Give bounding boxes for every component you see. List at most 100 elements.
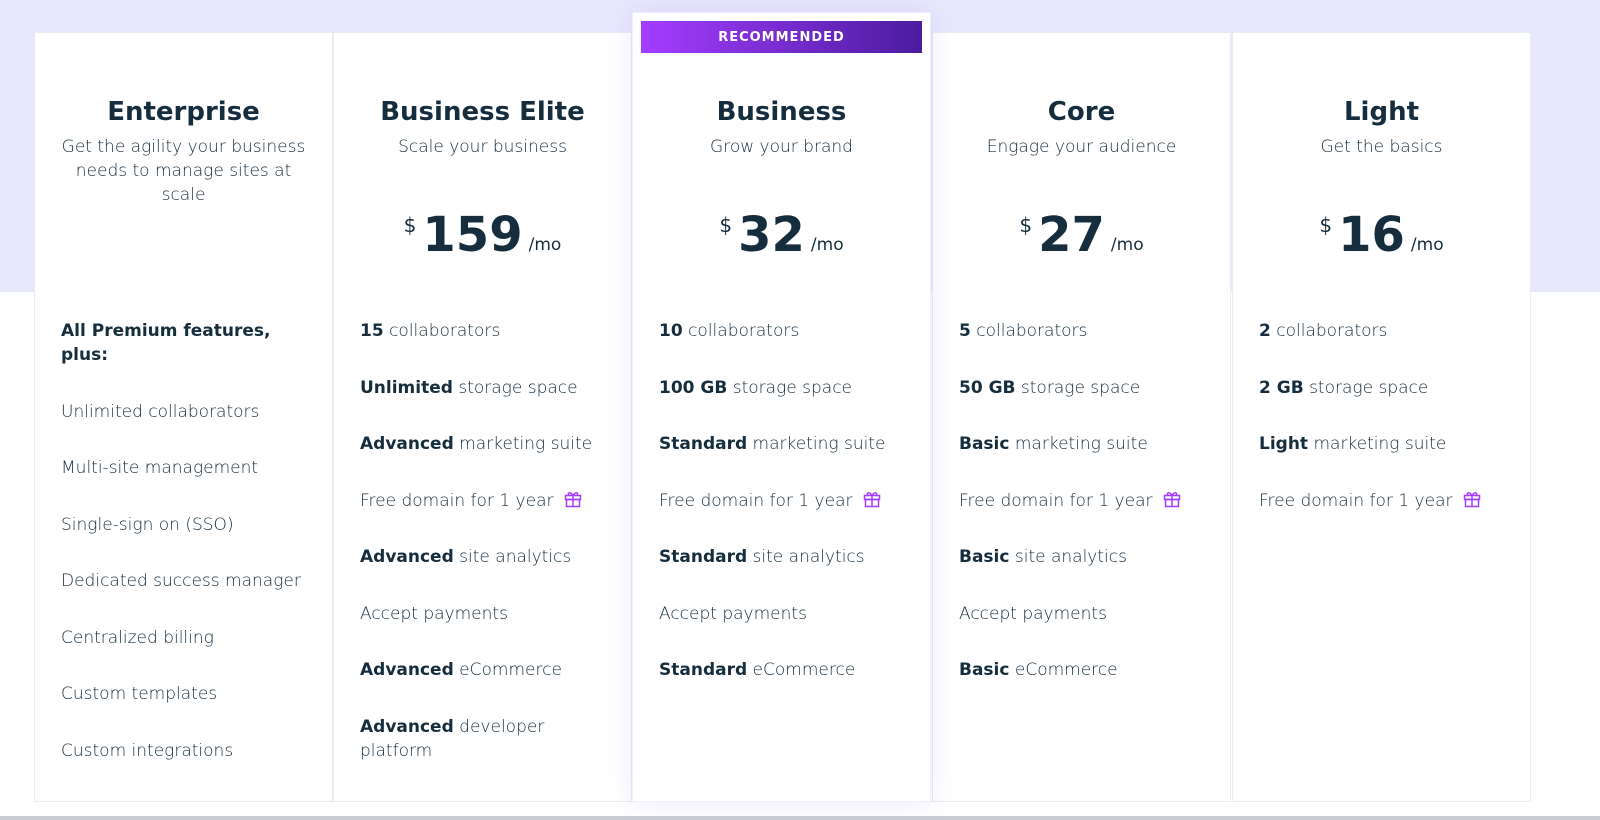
feature-list: 5 collaborators 50 GB storage space Basic … — [959, 319, 1208, 715]
feature-highlight: 15 — [360, 321, 384, 341]
feature-text: site analytics — [752, 547, 865, 567]
plan-header: Enterprise Get the agility your business … — [35, 95, 332, 207]
plan-name: Core — [1047, 97, 1116, 127]
feature-text: marketing suite — [1313, 434, 1447, 454]
feature-text: collaborators — [1276, 321, 1388, 341]
feature-list: 10 collaborators 100 GB storage space Stan… — [659, 319, 908, 715]
feature-text: collaborators — [389, 321, 501, 341]
feature-text: Accept payments — [659, 603, 807, 624]
feature-text: Single-sign on (SSO) — [61, 514, 234, 535]
feature-text: marketing suite — [752, 434, 886, 454]
feature: Advanced site analytics — [360, 545, 609, 569]
feature: Advanced eCommerce — [360, 658, 609, 682]
feature-highlight: All Premium features, plus: — [61, 321, 271, 365]
plan-tagline: Scale your business — [398, 137, 567, 157]
feature-list: All Premium features, plus: Unlimited col… — [61, 319, 310, 795]
feature: Advanced developer platform — [360, 715, 609, 763]
feature-text: eCommerce — [1014, 660, 1118, 680]
feature: 100 GB storage space — [659, 376, 908, 400]
badge: RECOMMENDED — [641, 21, 922, 53]
amount: 159 — [422, 207, 523, 263]
feature: 10 collaborators — [659, 319, 908, 343]
feature-text: Dedicated success manager — [61, 571, 301, 591]
feature-text: eCommerce — [459, 660, 562, 680]
feature-text: storage space — [732, 377, 852, 398]
feature: Basic eCommerce — [959, 658, 1208, 682]
feature-highlight: 100 GB — [659, 377, 728, 398]
feature-text: eCommerce — [752, 660, 856, 680]
feature-highlight: Standard — [659, 547, 748, 567]
feature: Standard site analytics — [659, 545, 908, 569]
feature-highlight: Advanced — [360, 547, 454, 567]
gift-icon — [1164, 491, 1181, 507]
feature: Standard marketing suite — [659, 432, 908, 456]
feature: Standard eCommerce — [659, 658, 908, 682]
feature: 2 GB storage space — [1259, 376, 1508, 400]
feature-text: developer platform — [360, 716, 545, 761]
feature-text: site analytics — [1014, 547, 1127, 567]
feature-highlight: Advanced — [360, 660, 454, 680]
feature: Basic marketing suite — [959, 432, 1208, 456]
feature: 2 collaborators — [1259, 319, 1508, 343]
feature: 15 collaborators — [360, 319, 609, 343]
feature-highlight: Basic — [959, 660, 1010, 680]
price: $27/mo — [933, 203, 1230, 267]
feature-list: 15 collaborators Unlimited storage space A… — [360, 319, 609, 795]
plan-card[interactable]: Enterprise Get the agility your business … — [34, 32, 333, 802]
plan-card[interactable]: Light Get the basics $16/mo 2 collaborators… — [1232, 32, 1531, 802]
feature: All Premium features, plus: — [61, 319, 310, 367]
feature: Free domain for 1 year — [959, 489, 1208, 513]
price: $16/mo — [1233, 203, 1530, 267]
feature: Basic site analytics — [959, 545, 1208, 569]
gift-icon — [864, 491, 881, 507]
gift-icon — [565, 491, 582, 507]
currency: $ — [719, 213, 733, 237]
feature-text: storage space — [458, 377, 578, 398]
plan-header: Business Grow your brand — [633, 95, 930, 159]
plan-name: Light — [1343, 97, 1420, 127]
plan-name: Business Elite — [380, 97, 585, 127]
plan-card[interactable]: RECOMMENDED Business Grow your brand $32/mo… — [632, 12, 931, 802]
currency: $ — [1019, 213, 1033, 237]
period: /mo — [1410, 235, 1444, 255]
plan-header: Core Engage your audience — [933, 95, 1230, 159]
feature: Accept payments — [360, 602, 609, 626]
feature: Light marketing suite — [1259, 432, 1508, 456]
feature: Dedicated success manager — [61, 569, 310, 593]
feature-text: collaborators — [688, 321, 800, 341]
amount: 32 — [738, 207, 805, 263]
feature-highlight: Basic — [959, 434, 1010, 454]
feature-text: storage space — [1020, 377, 1141, 398]
feature-text: Accept payments — [360, 603, 508, 624]
feature-highlight: Advanced — [360, 716, 454, 737]
feature: Single-sign on (SSO) — [61, 513, 310, 537]
feature: Custom integrations — [61, 739, 310, 763]
feature: Accept payments — [659, 602, 908, 626]
plan-header: Business Elite Scale your business — [334, 95, 631, 159]
feature-text: storage space — [1309, 377, 1429, 398]
feature-text: Free domain for 1 year — [1259, 490, 1453, 511]
feature-text: collaborators — [976, 321, 1088, 341]
plan-header: Light Get the basics — [1233, 95, 1530, 159]
feature: Free domain for 1 year — [360, 489, 609, 513]
feature: Unlimited collaborators — [61, 400, 310, 424]
amount: 16 — [1338, 207, 1405, 263]
feature-highlight: 50 GB — [959, 377, 1016, 398]
plan-name: Business — [716, 97, 847, 127]
feature-text: Custom integrations — [61, 740, 234, 761]
plan-card[interactable]: Core Engage your audience $27/mo 5 collabor… — [932, 32, 1231, 802]
feature-list: 2 collaborators 2 GB storage space Light m… — [1259, 319, 1508, 545]
feature-text: Centralized billing — [61, 627, 214, 648]
feature: Free domain for 1 year — [659, 489, 908, 513]
feature: Unlimited storage space — [360, 376, 609, 400]
feature-highlight: Unlimited — [360, 377, 453, 398]
feature-text: Free domain for 1 year — [959, 490, 1153, 511]
plan-card[interactable]: Business Elite Scale your business $159/mo… — [333, 32, 632, 802]
feature-text: Free domain for 1 year — [659, 490, 853, 511]
gift-icon — [1464, 491, 1481, 507]
feature-text: site analytics — [459, 547, 572, 567]
plan-tagline: Grow your brand — [710, 137, 853, 157]
feature-text: Accept payments — [959, 603, 1107, 624]
divider — [0, 816, 1600, 820]
